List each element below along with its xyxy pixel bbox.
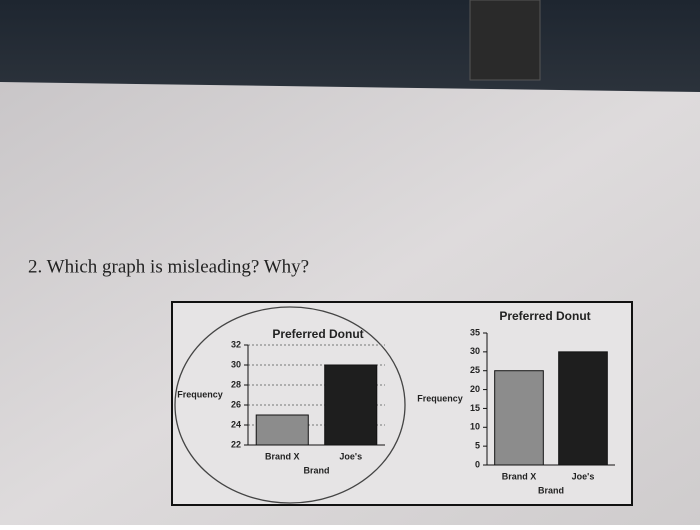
x-tick-label: Joe's bbox=[572, 471, 595, 481]
y-tick-label: 28 bbox=[231, 379, 241, 389]
y-tick-label: 24 bbox=[231, 419, 241, 429]
chart-title: Preferred Donut bbox=[272, 327, 363, 341]
bar bbox=[494, 370, 544, 466]
y-tick-label: 0 bbox=[475, 459, 480, 469]
y-tick-label: 22 bbox=[231, 439, 241, 449]
y-axis-label: Frequency bbox=[417, 393, 463, 403]
picture-frame bbox=[469, 0, 541, 81]
y-tick-label: 35 bbox=[470, 327, 480, 337]
y-tick-label: 15 bbox=[470, 403, 480, 413]
bar bbox=[558, 351, 608, 466]
chart-title: Preferred Donut bbox=[499, 309, 590, 323]
bar bbox=[324, 364, 378, 446]
bar bbox=[255, 414, 309, 446]
x-tick-label: Brand X bbox=[502, 471, 537, 481]
y-tick-label: 30 bbox=[231, 359, 241, 369]
y-tick-label: 20 bbox=[470, 384, 480, 394]
y-axis-label: Frequency bbox=[177, 389, 223, 399]
y-tick-label: 10 bbox=[470, 422, 480, 432]
y-tick-label: 25 bbox=[470, 365, 480, 375]
x-tick-label: Brand X bbox=[265, 451, 300, 461]
y-tick-label: 26 bbox=[231, 399, 241, 409]
x-tick-label: Joe's bbox=[339, 451, 362, 461]
y-tick-label: 5 bbox=[475, 441, 480, 451]
x-axis-label: Brand bbox=[538, 485, 564, 495]
question: 2. Which graph is misleading? Why? bbox=[28, 256, 309, 277]
y-tick-label: 32 bbox=[231, 339, 241, 349]
x-axis-label: Brand bbox=[303, 465, 329, 475]
chart-frame bbox=[171, 301, 633, 506]
y-tick-label: 30 bbox=[470, 346, 480, 356]
hand-drawn-circle bbox=[174, 306, 406, 504]
